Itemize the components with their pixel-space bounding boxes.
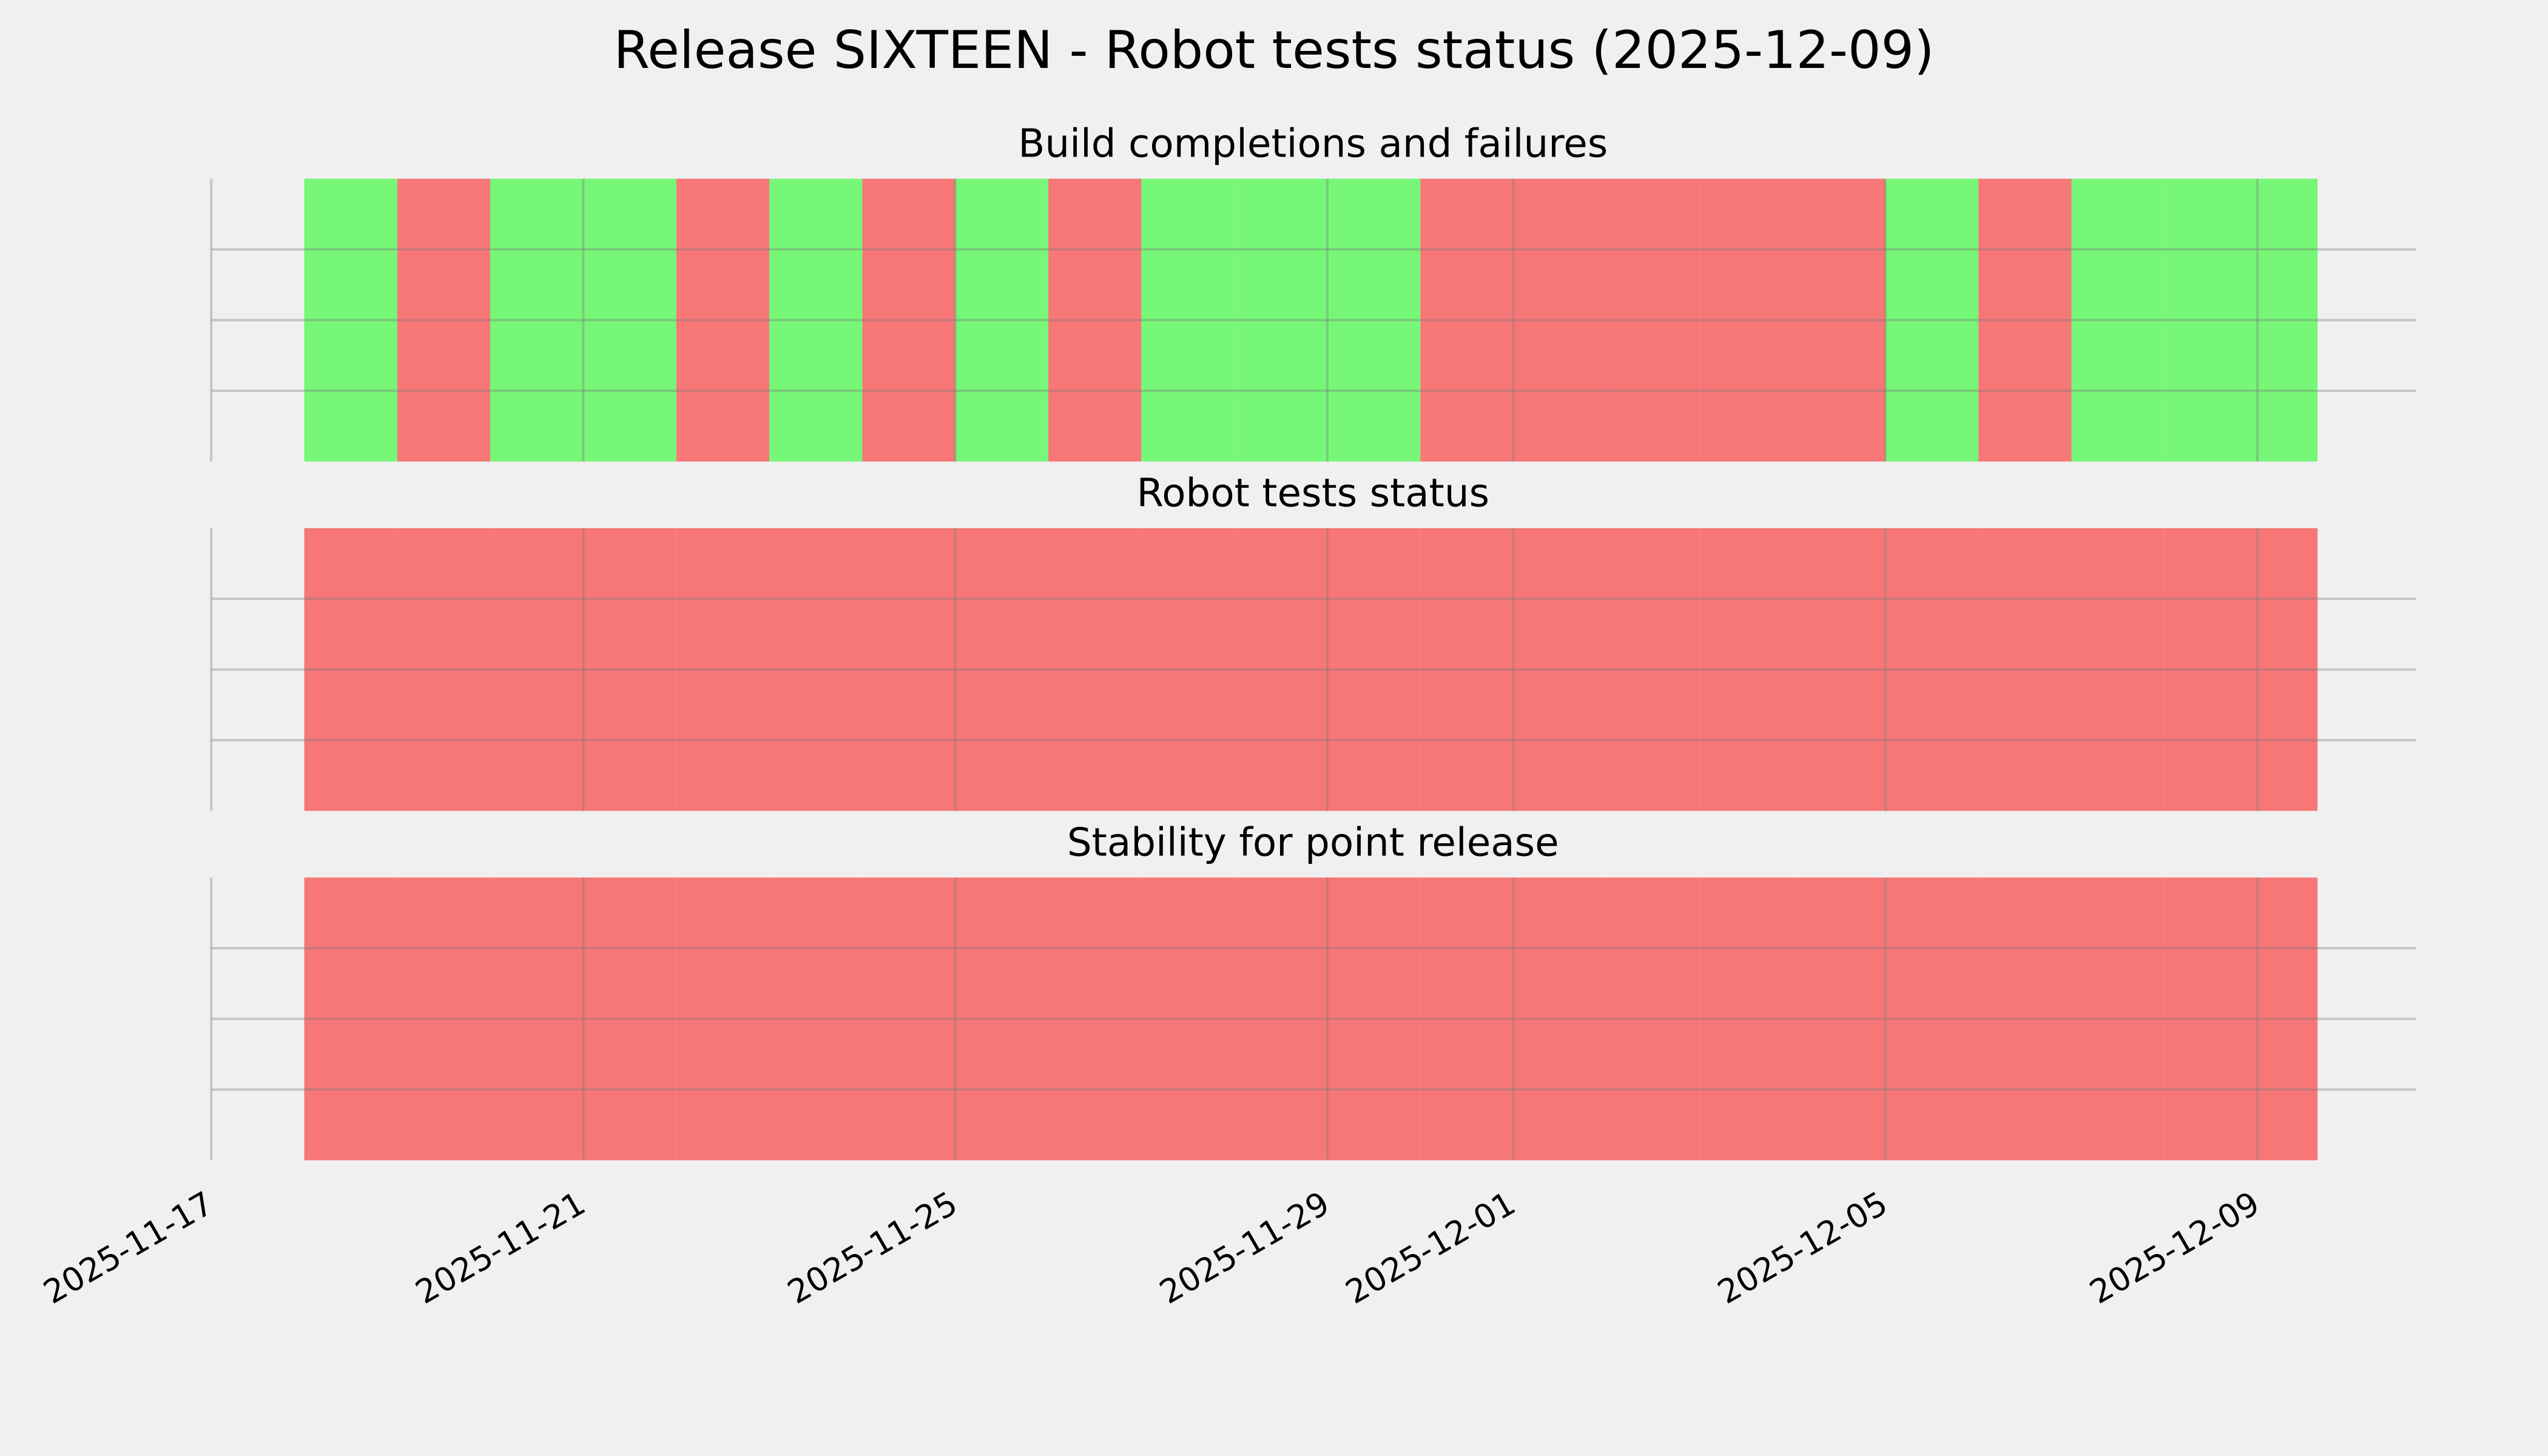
status-bar — [490, 528, 584, 811]
status-bar — [1420, 528, 1514, 811]
status-bar — [676, 528, 770, 811]
status-bar — [1885, 528, 1979, 811]
status-bar — [1141, 178, 1235, 462]
status-bar — [304, 877, 397, 1161]
status-bar — [676, 877, 770, 1161]
status-bar — [1978, 877, 2072, 1161]
status-bar — [1699, 178, 1793, 462]
status-bar — [1234, 178, 1327, 462]
status-bar — [2164, 528, 2258, 811]
status-bar — [862, 528, 956, 811]
status-bar — [1513, 877, 1606, 1161]
status-bar — [955, 178, 1049, 462]
status-bar — [1513, 528, 1606, 811]
status-bar — [1885, 877, 1979, 1161]
status-bar — [1792, 528, 1886, 811]
status-bar — [1606, 877, 1700, 1161]
status-bar — [304, 178, 397, 462]
status-bar — [1885, 178, 1979, 462]
status-bar — [862, 178, 956, 462]
status-bar — [862, 877, 956, 1161]
status-bar — [304, 528, 397, 811]
status-bar — [397, 877, 491, 1161]
status-bar — [583, 528, 676, 811]
panel-title: Build completions and failures — [1018, 121, 1608, 167]
status-bar — [1234, 528, 1327, 811]
status-bar — [2164, 877, 2258, 1161]
status-bar — [2071, 877, 2165, 1161]
status-bar — [583, 877, 676, 1161]
status-bar — [2071, 528, 2165, 811]
status-bar — [1792, 877, 1886, 1161]
status-bar — [1513, 178, 1606, 462]
panel-title: Stability for point release — [1067, 820, 1559, 865]
status-bar — [1606, 528, 1700, 811]
status-bar — [2164, 178, 2258, 462]
panel-title: Robot tests status — [1136, 471, 1489, 516]
status-bar — [1327, 178, 1421, 462]
status-bar — [2257, 178, 2318, 462]
status-bar — [583, 178, 676, 462]
status-bar — [1327, 877, 1421, 1161]
status-bar — [1699, 528, 1793, 811]
status-bar — [490, 178, 584, 462]
status-bar — [1327, 528, 1421, 811]
status-bar — [1141, 877, 1235, 1161]
status-bar — [1792, 178, 1886, 462]
status-bar — [2257, 877, 2318, 1161]
status-bar — [1699, 877, 1793, 1161]
status-bar — [1420, 877, 1514, 1161]
status-bar — [1048, 178, 1142, 462]
status-bar — [769, 877, 863, 1161]
status-bar — [955, 877, 1049, 1161]
status-bar — [1978, 178, 2072, 462]
status-bar — [769, 528, 863, 811]
status-bar — [397, 528, 491, 811]
status-bar — [676, 178, 770, 462]
status-bar — [2071, 178, 2165, 462]
status-bar — [769, 178, 863, 462]
status-bar — [1234, 877, 1327, 1161]
status-bar — [2257, 528, 2318, 811]
status-bar — [490, 877, 584, 1161]
status-bar — [1141, 528, 1235, 811]
chart-title: Release SIXTEEN - Robot tests status (20… — [614, 20, 1935, 81]
status-bar — [955, 528, 1049, 811]
status-bar — [1048, 877, 1142, 1161]
status-bar — [1420, 178, 1514, 462]
status-bar — [1048, 528, 1142, 811]
status-bar — [1606, 178, 1700, 462]
status-bar — [397, 178, 491, 462]
status-bar — [1978, 528, 2072, 811]
